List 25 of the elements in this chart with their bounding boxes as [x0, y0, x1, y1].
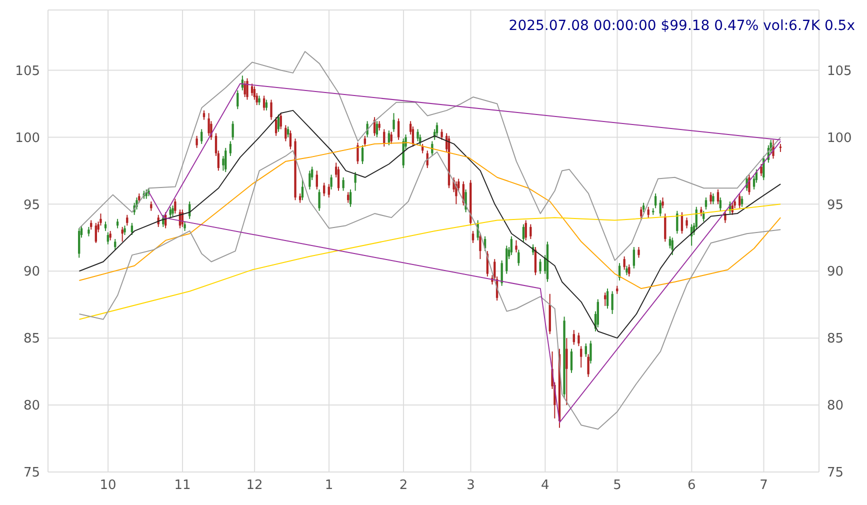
y2-tick-label: 105: [827, 64, 852, 79]
y-tick-label: 90: [23, 264, 40, 280]
x-tick-label: 2: [399, 478, 408, 494]
y2-tick-label: 75: [827, 466, 844, 481]
x-tick-label: 5: [613, 478, 622, 494]
y-tick-label: 85: [23, 332, 40, 347]
x-tick-label: 12: [246, 478, 263, 494]
y2-tick-label: 90: [827, 264, 844, 280]
y2-tick-label: 100: [827, 130, 852, 146]
y-tick-label: 80: [23, 398, 40, 414]
y-tick-label: 75: [23, 466, 40, 481]
y-tick-label: 100: [15, 130, 40, 146]
y2-tick-label: 85: [827, 332, 844, 347]
y2-tick-label: 95: [827, 198, 844, 213]
y2-tick-label: 80: [827, 398, 844, 414]
text: 2025.07.08 00:00:00 $99.18 0.47% vol:6.7K 0.5x: [508, 18, 855, 34]
y-tick-label: 105: [15, 64, 40, 79]
x-tick-label: 3: [466, 478, 475, 494]
x-tick-label: 10: [100, 478, 116, 494]
x-tick-label: 7: [760, 478, 768, 494]
x-tick-label: 4: [541, 478, 550, 494]
y-tick-label: 95: [23, 198, 40, 213]
x-tick-label: 1: [324, 478, 334, 494]
x-tick-label: 6: [688, 478, 696, 494]
x-tick-label: 11: [174, 478, 191, 494]
